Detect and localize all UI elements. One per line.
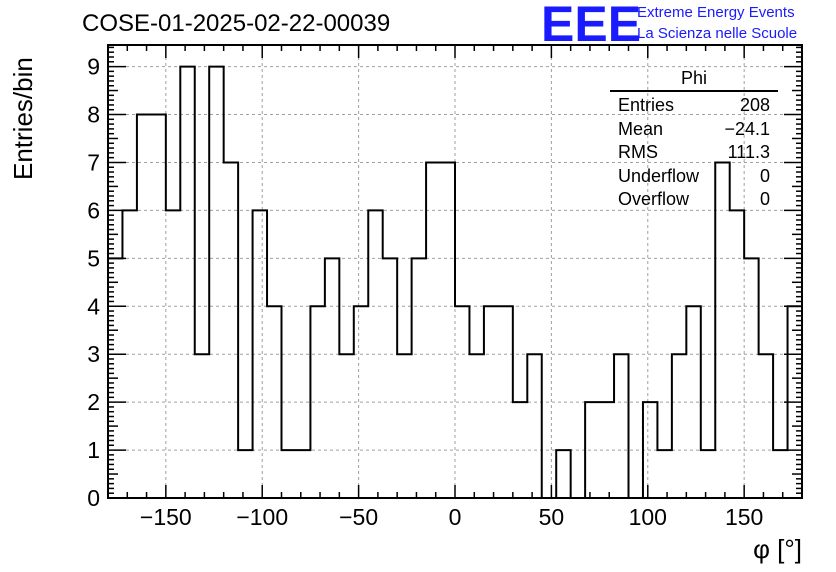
stats-label: Entries <box>618 95 675 115</box>
stats-box: Phi Entries 208 Mean −24.1 RMS 111.3 Und… <box>610 68 778 212</box>
x-tick-label: −150 <box>140 504 192 530</box>
stats-row-overflow: Overflow 0 <box>610 188 778 212</box>
y-tick-label: 6 <box>87 197 100 223</box>
histogram-outline <box>108 65 802 499</box>
stats-title: Phi <box>610 68 778 92</box>
y-tick-label: 2 <box>87 389 100 415</box>
y-tick-label: 7 <box>87 149 100 175</box>
stats-row-rms: RMS 111.3 <box>610 141 778 165</box>
stats-label: RMS <box>618 142 658 162</box>
tick-labels: −150 −100 −50 0 50 100 150 0 1 2 3 4 5 6 7 8 9 <box>87 54 763 530</box>
x-tick-label: −100 <box>236 504 288 530</box>
stats-label: Underflow <box>618 165 700 186</box>
logo-line-1: Extreme Energy Events <box>637 4 795 21</box>
axis-ticks <box>107 45 803 499</box>
x-axis-label: φ [°] <box>753 534 802 564</box>
eee-logo: EEE <box>541 0 642 52</box>
stats-value: −24.1 <box>724 118 770 139</box>
x-tick-label: 0 <box>449 504 462 530</box>
stats-row-mean: Mean −24.1 <box>610 118 778 142</box>
stats-row-entries: Entries 208 <box>610 94 778 118</box>
x-tick-label: −50 <box>339 504 378 530</box>
stats-label: Overflow <box>618 189 690 209</box>
y-tick-label: 9 <box>87 54 100 80</box>
stats-value: 0 <box>759 189 770 209</box>
y-tick-label: 0 <box>87 485 100 511</box>
stats-row-underflow: Underflow 0 <box>610 165 778 189</box>
x-tick-label: 50 <box>539 504 565 530</box>
stats-label: Mean <box>618 118 664 139</box>
stats-value: 208 <box>739 95 770 115</box>
y-tick-label: 8 <box>87 102 100 128</box>
y-axis-label: Entries/bin <box>8 57 38 180</box>
x-tick-label: 150 <box>725 504 763 530</box>
chart-title: COSE-01-2025-02-22-00039 <box>82 10 391 37</box>
stats-value: 0 <box>759 165 770 186</box>
y-tick-label: 4 <box>87 293 100 319</box>
stats-value: 111.3 <box>727 142 770 162</box>
logo-line-2: La Scienza nelle Scuole <box>637 25 798 42</box>
y-tick-label: 3 <box>87 341 100 367</box>
y-tick-label: 1 <box>87 437 100 463</box>
x-tick-label: 100 <box>629 504 667 530</box>
y-tick-label: 5 <box>87 245 100 271</box>
